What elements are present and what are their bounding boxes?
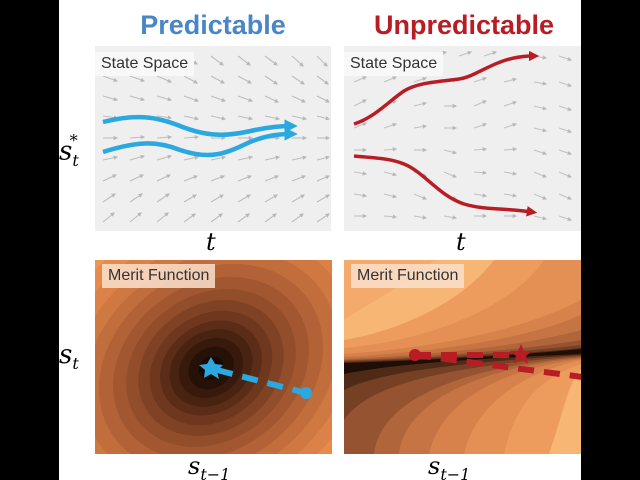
- field-arrows: [102, 55, 331, 223]
- axis-label-s-t-1-right: st−1: [428, 452, 470, 480]
- axis-symbol: s: [428, 452, 441, 480]
- optimization-path-2: [414, 352, 581, 380]
- vector-field-predictable: [102, 55, 331, 223]
- panel-merit-unpredictable: Merit Function: [344, 260, 581, 454]
- contour-merit-predictable: [95, 260, 332, 454]
- star-icon: [199, 357, 223, 379]
- figure-canvas: Predictable Unpredictable st* st: [59, 0, 581, 480]
- title-unpredictable: Unpredictable: [373, 10, 555, 40]
- axis-label-s-t-1-left: st−1: [188, 452, 230, 480]
- optimization-path: [216, 367, 307, 396]
- axis-subscript: t: [72, 150, 79, 170]
- label-merit-function: Merit Function: [102, 264, 216, 288]
- axis-label-t-right: t: [456, 228, 466, 256]
- start-point: [300, 387, 312, 399]
- label-state-space: State Space: [344, 52, 444, 76]
- axis-label-s-t: st: [59, 340, 79, 373]
- field-arrows: [353, 50, 573, 222]
- title-predictable: Predictable: [140, 10, 286, 40]
- axis-subscript: t: [72, 354, 79, 374]
- panel-merit-predictable: Merit Function: [95, 260, 332, 454]
- contour-merit-unpredictable: [344, 260, 581, 454]
- panel-state-space-predictable: State Space: [95, 46, 331, 231]
- axis-symbol: s: [188, 452, 201, 480]
- axis-symbol: s: [59, 136, 73, 167]
- panel-state-space-unpredictable: State Space: [344, 46, 581, 231]
- axis-superscript: *: [69, 131, 78, 150]
- vector-field-unpredictable: [353, 50, 573, 222]
- axis-label-s-star-t: st*: [59, 131, 87, 170]
- trajectories-unpredictable: [353, 50, 540, 217]
- axis-subscript: t−1: [440, 464, 471, 480]
- label-state-space: State Space: [95, 52, 195, 76]
- trajectories-predictable: [102, 114, 298, 158]
- axis-subscript: t−1: [200, 464, 231, 480]
- star-icon: [510, 344, 532, 364]
- axis-label-t-left: t: [206, 228, 216, 256]
- start-point: [409, 349, 421, 361]
- label-merit-function: Merit Function: [351, 264, 465, 288]
- contour-rings: [95, 260, 332, 454]
- axis-symbol: s: [59, 340, 73, 370]
- contour-bands: [344, 260, 581, 454]
